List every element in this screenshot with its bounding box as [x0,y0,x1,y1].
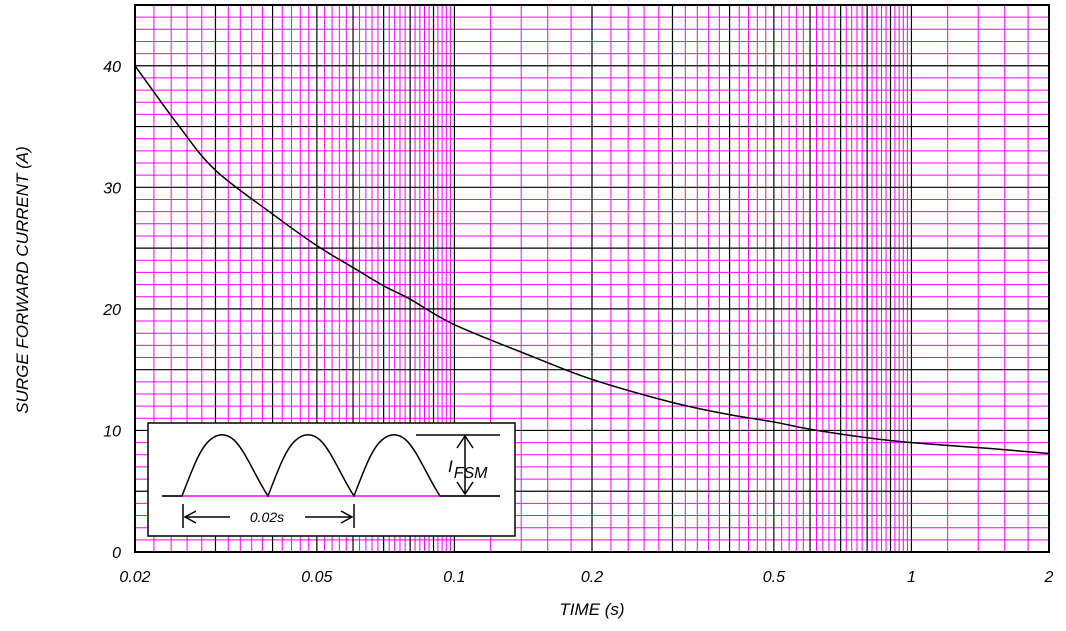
y-axis-label: SURGE FORWARD CURRENT (A) [13,146,32,414]
surge-current-curve [134,65,1050,455]
x-tick-label: 1 [907,569,916,586]
inset-current-label: IFSM [448,457,488,482]
arrow-right-icon [340,510,354,524]
x-tick-label: 0.1 [443,569,465,586]
x-tick-labels: 0.02 0.05 0.1 0.2 0.5 1 2 [119,569,1053,586]
y-tick-label: 30 [103,180,121,197]
arrow-down-icon [456,481,474,496]
y-tick-label: 10 [103,423,121,440]
x-tick-label: 2 [1044,569,1054,586]
waveform-inset: IFSM 0.02s [147,422,516,537]
arrow-left-icon [183,510,197,524]
inset-period-label: 0.02s [250,509,284,525]
x-tick-label: 0.2 [581,569,603,586]
y-tick-labels: 0 10 20 30 40 [102,59,121,562]
x-tick-label: 0.05 [301,569,332,586]
x-axis-label: TIME (s) [559,600,624,619]
plot-frame [134,4,1050,553]
inset-waveform [162,434,500,498]
y-tick-label: 40 [103,59,121,76]
arrow-up-icon [456,434,474,449]
y-tick-label: 0 [112,545,121,562]
x-tick-label: 0.5 [763,569,785,586]
y-tick-label: 20 [102,302,121,319]
x-tick-label: 0.02 [119,569,150,586]
